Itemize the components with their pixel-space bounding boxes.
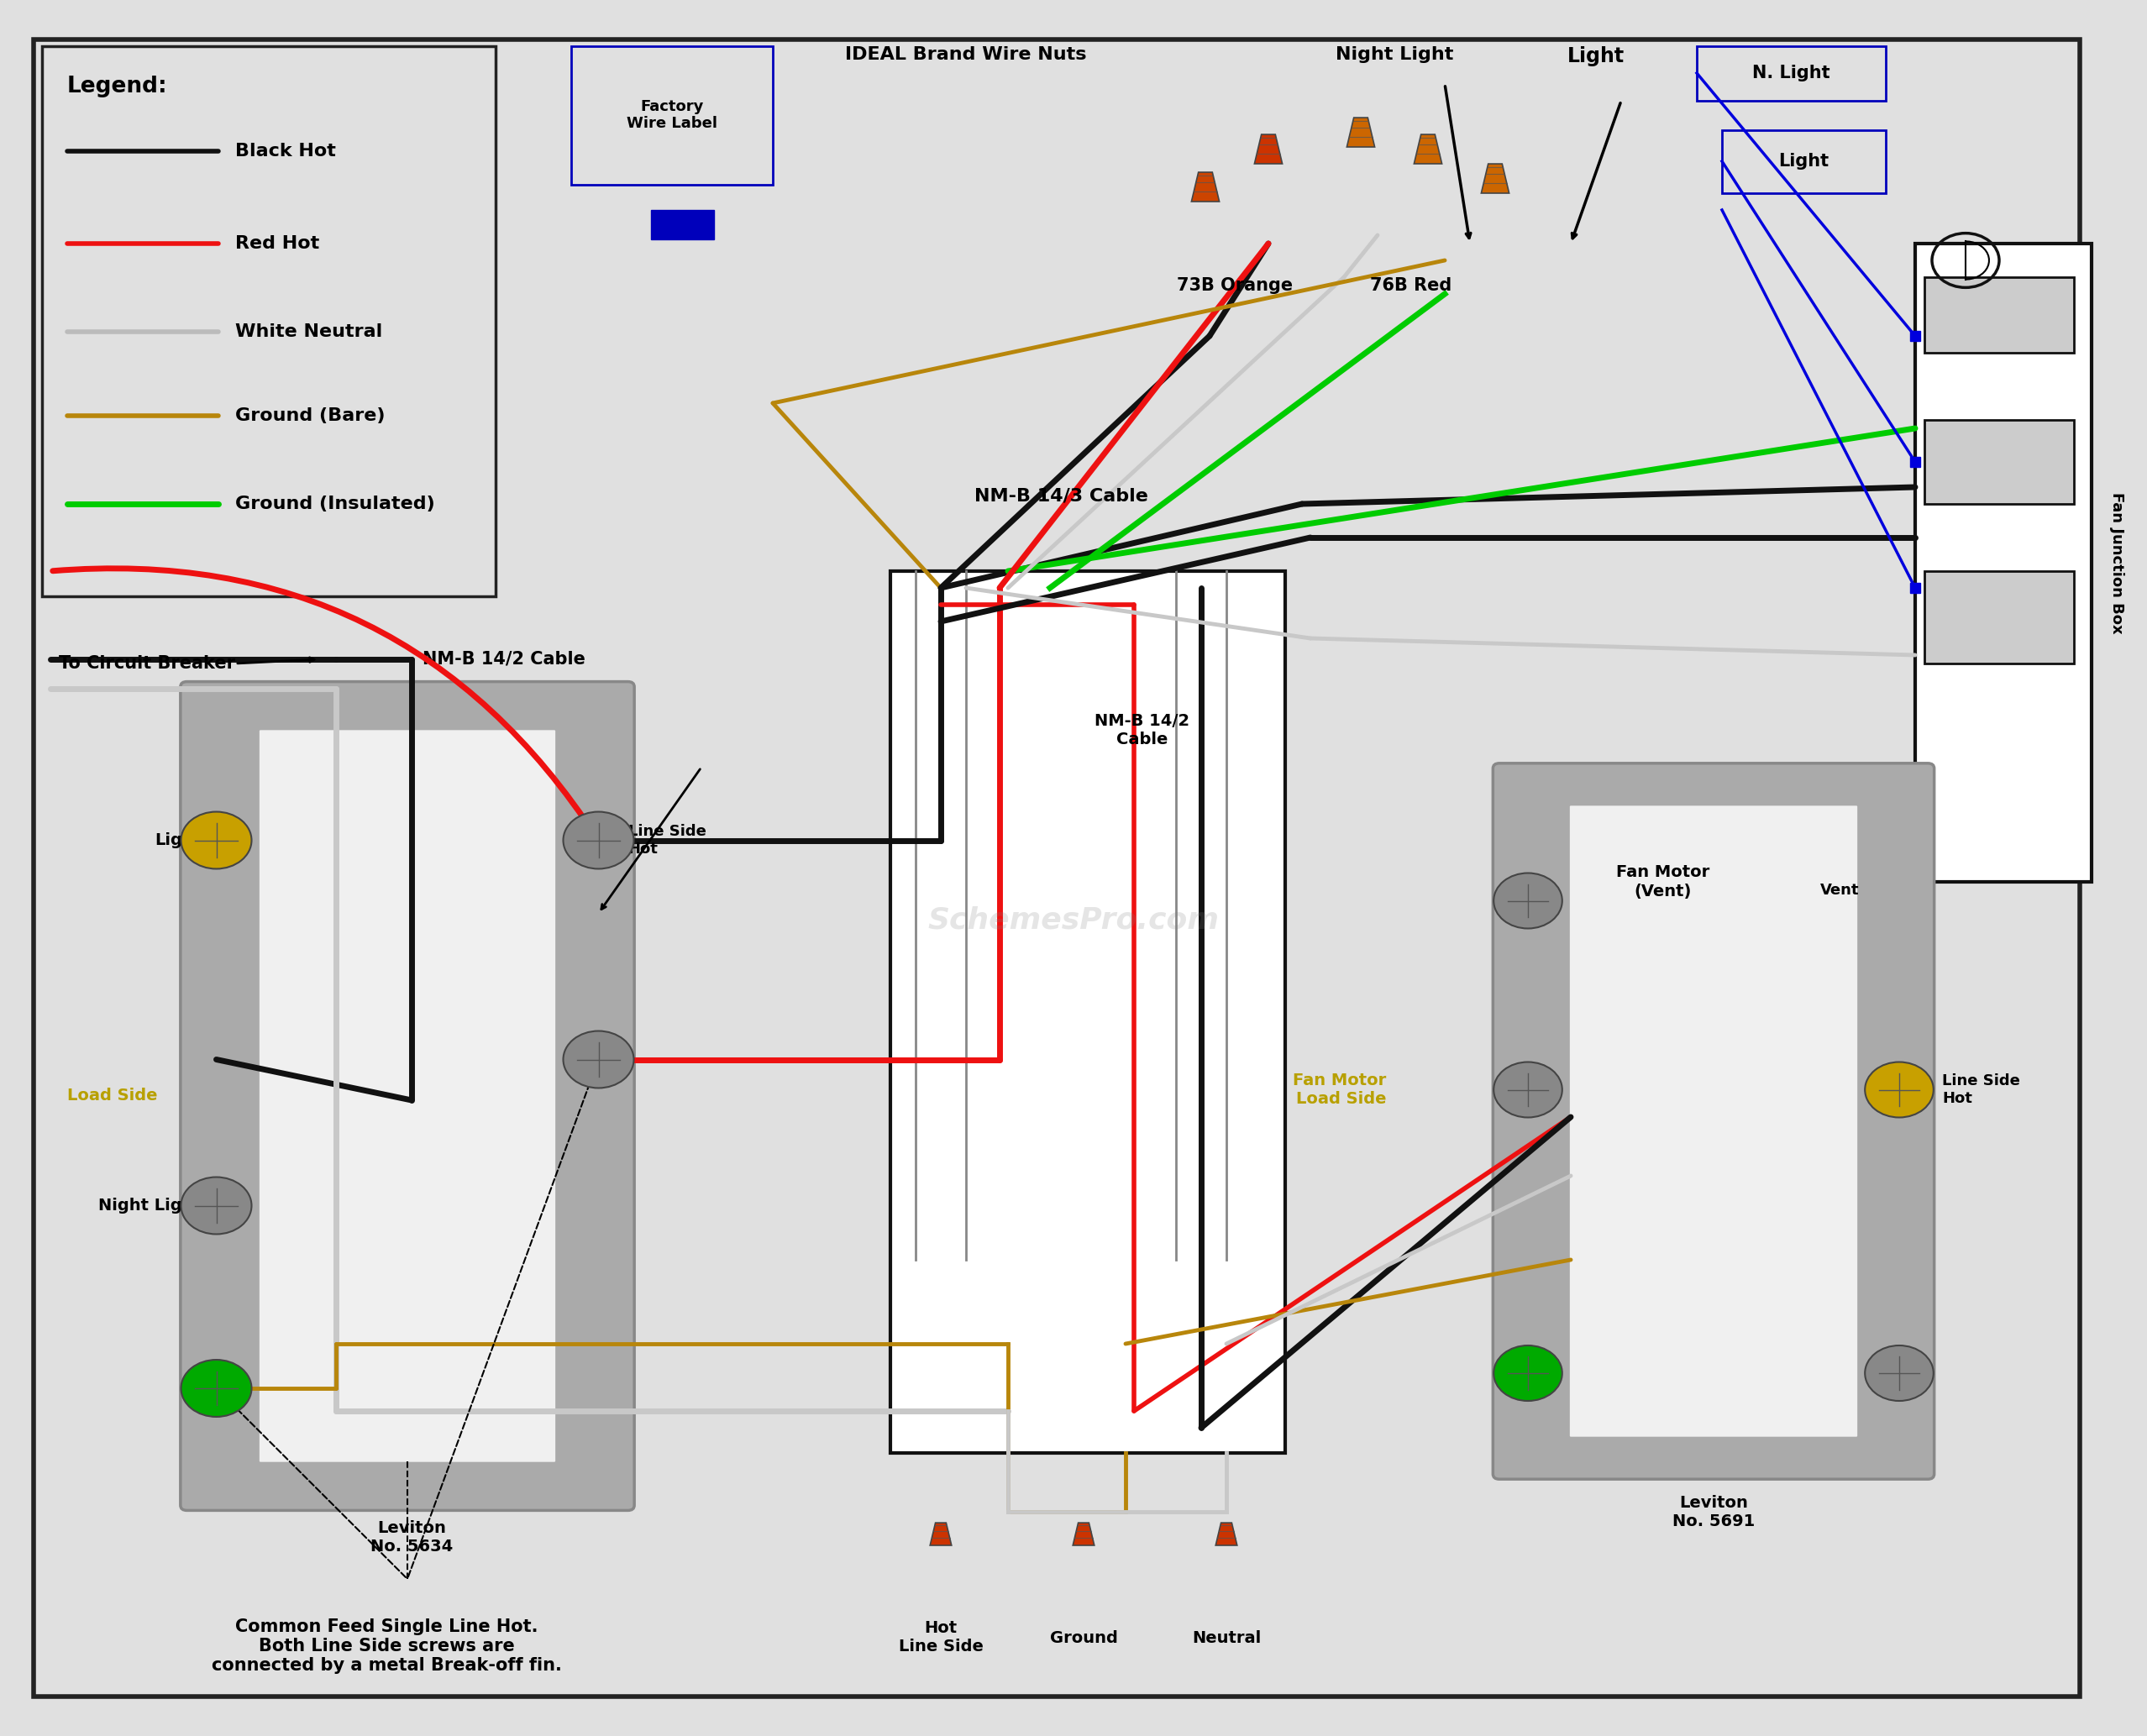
Text: White Neutral: White Neutral bbox=[236, 323, 382, 340]
Circle shape bbox=[563, 1031, 633, 1088]
Text: 73B Orange: 73B Orange bbox=[1177, 278, 1292, 293]
Text: Ground (Insulated): Ground (Insulated) bbox=[236, 495, 436, 512]
Text: Legend:: Legend: bbox=[67, 76, 167, 97]
Text: NM-B 14/2 Cable: NM-B 14/2 Cable bbox=[423, 651, 586, 668]
FancyBboxPatch shape bbox=[1696, 47, 1885, 101]
Circle shape bbox=[1494, 1062, 1563, 1118]
FancyBboxPatch shape bbox=[180, 682, 633, 1510]
Text: IDEAL Brand Wire Nuts: IDEAL Brand Wire Nuts bbox=[846, 47, 1086, 62]
Polygon shape bbox=[1254, 134, 1282, 163]
FancyBboxPatch shape bbox=[1915, 243, 2091, 882]
FancyBboxPatch shape bbox=[1924, 420, 2074, 503]
Polygon shape bbox=[1415, 134, 1443, 163]
FancyBboxPatch shape bbox=[1569, 804, 1859, 1437]
Text: Red Hot: Red Hot bbox=[236, 234, 320, 252]
FancyBboxPatch shape bbox=[1924, 278, 2074, 352]
Text: Common Feed Single Line Hot.
Both Line Side screws are
connected by a metal Brea: Common Feed Single Line Hot. Both Line S… bbox=[210, 1618, 563, 1674]
Circle shape bbox=[1494, 1345, 1563, 1401]
Circle shape bbox=[1866, 1345, 1934, 1401]
Text: Line Side
Hot: Line Side Hot bbox=[1943, 1073, 2020, 1106]
Circle shape bbox=[563, 812, 633, 868]
Text: Ground: Ground bbox=[1050, 1630, 1119, 1646]
Text: NM-B 14/3 Cable: NM-B 14/3 Cable bbox=[975, 488, 1149, 503]
Text: Night Light: Night Light bbox=[1335, 47, 1454, 62]
FancyBboxPatch shape bbox=[891, 571, 1286, 1453]
FancyBboxPatch shape bbox=[1722, 130, 1885, 193]
Polygon shape bbox=[930, 1522, 951, 1545]
Polygon shape bbox=[1346, 118, 1374, 148]
Text: Fan Motor
(Vent): Fan Motor (Vent) bbox=[1617, 865, 1709, 899]
Text: Factory
Wire Label: Factory Wire Label bbox=[627, 99, 717, 132]
Circle shape bbox=[180, 1359, 251, 1417]
Circle shape bbox=[1866, 1062, 1934, 1118]
Text: Hot
Line Side: Hot Line Side bbox=[897, 1620, 983, 1654]
FancyBboxPatch shape bbox=[43, 47, 496, 595]
Text: Fan Motor
Load Side: Fan Motor Load Side bbox=[1292, 1073, 1387, 1108]
Text: Fan Junction Box: Fan Junction Box bbox=[2108, 491, 2123, 634]
FancyBboxPatch shape bbox=[571, 47, 773, 184]
Text: Ground (Bare): Ground (Bare) bbox=[236, 408, 384, 424]
Text: NM-B 14/2
Cable: NM-B 14/2 Cable bbox=[1095, 713, 1189, 748]
Text: Light: Light bbox=[1567, 47, 1625, 66]
Bar bbox=[651, 210, 715, 240]
Text: Leviton
No. 5634: Leviton No. 5634 bbox=[369, 1521, 453, 1555]
Text: Vent: Vent bbox=[1821, 882, 1859, 898]
Polygon shape bbox=[1074, 1522, 1095, 1545]
Polygon shape bbox=[1192, 172, 1219, 201]
Text: Light: Light bbox=[1778, 153, 1829, 170]
FancyBboxPatch shape bbox=[1765, 856, 1915, 924]
Circle shape bbox=[180, 1177, 251, 1234]
FancyBboxPatch shape bbox=[1492, 764, 1934, 1479]
Text: Light: Light bbox=[155, 832, 202, 849]
FancyBboxPatch shape bbox=[258, 729, 556, 1463]
Text: Neutral: Neutral bbox=[1192, 1630, 1260, 1646]
FancyBboxPatch shape bbox=[1924, 571, 2074, 663]
Text: SchemesPro.com: SchemesPro.com bbox=[928, 906, 1219, 934]
Circle shape bbox=[180, 812, 251, 868]
Text: Night Light: Night Light bbox=[99, 1198, 202, 1213]
Polygon shape bbox=[1215, 1522, 1237, 1545]
Text: To Circuit Breaker: To Circuit Breaker bbox=[58, 654, 236, 672]
Circle shape bbox=[1494, 873, 1563, 929]
Text: Leviton
No. 5691: Leviton No. 5691 bbox=[1673, 1495, 1754, 1529]
Text: Load Side: Load Side bbox=[67, 1088, 157, 1104]
Text: Black Hot: Black Hot bbox=[236, 142, 335, 160]
Text: 76B Red: 76B Red bbox=[1370, 278, 1451, 293]
FancyBboxPatch shape bbox=[34, 40, 2080, 1696]
Text: N. Light: N. Light bbox=[1752, 64, 1829, 82]
Polygon shape bbox=[1481, 163, 1509, 193]
Text: Line Side
Hot: Line Side Hot bbox=[627, 825, 706, 856]
